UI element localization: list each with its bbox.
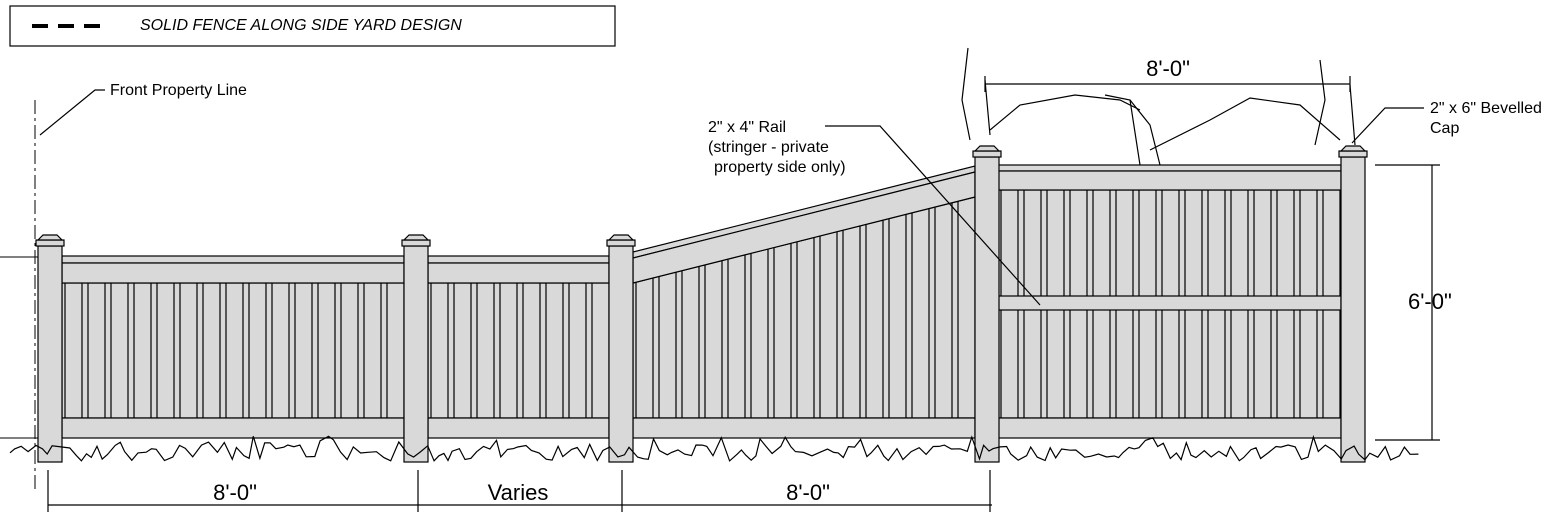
picket xyxy=(499,282,518,419)
picket xyxy=(568,282,587,419)
rail xyxy=(427,255,610,264)
legend-box xyxy=(9,5,616,47)
height-dimension xyxy=(1375,164,1440,441)
post xyxy=(974,156,1000,463)
picket xyxy=(202,282,221,419)
rail xyxy=(997,295,1342,311)
picket xyxy=(934,202,953,419)
post xyxy=(1340,156,1366,463)
rail xyxy=(61,255,405,264)
picket xyxy=(658,271,677,419)
picket xyxy=(133,282,152,419)
callout: Cap xyxy=(1430,120,1459,137)
picket xyxy=(294,282,313,419)
picket xyxy=(87,282,106,419)
picket xyxy=(796,236,815,419)
callout: 2" x 4" Rail xyxy=(708,119,786,136)
picket xyxy=(522,282,541,419)
callout: 2" x 6" Bevelled xyxy=(1430,100,1542,117)
picket xyxy=(64,282,83,419)
callout: (stringer - private xyxy=(708,139,829,156)
picket xyxy=(317,282,336,419)
picket xyxy=(225,282,244,419)
rail xyxy=(61,262,405,284)
picket xyxy=(476,282,495,419)
post-cap xyxy=(972,150,1002,158)
picket xyxy=(156,282,175,419)
leader xyxy=(1351,107,1424,144)
rail xyxy=(632,417,976,439)
picket xyxy=(248,282,267,419)
post-cap xyxy=(36,234,64,241)
fence xyxy=(0,145,1368,463)
picket xyxy=(591,282,610,419)
picket xyxy=(545,282,564,419)
post-cap xyxy=(1339,145,1367,152)
picket xyxy=(865,219,884,419)
leader xyxy=(825,125,1041,306)
dimension-label: 8'-0" xyxy=(786,480,830,505)
picket xyxy=(911,207,930,419)
leader xyxy=(39,89,105,136)
dimension-label: 8'-0" xyxy=(213,480,257,505)
picket xyxy=(386,282,405,419)
post-cap xyxy=(973,145,1001,152)
dimension-label: 8'-0" xyxy=(1146,56,1190,81)
picket xyxy=(842,225,861,419)
post-cap xyxy=(607,234,635,241)
picket xyxy=(727,254,746,419)
grass-line xyxy=(9,434,1419,462)
callout: property side only) xyxy=(714,159,846,176)
rail xyxy=(997,417,1342,439)
grass xyxy=(9,434,1419,462)
dimension-label: Varies xyxy=(488,480,549,505)
picket xyxy=(681,265,700,419)
picket xyxy=(363,282,382,419)
post-cap xyxy=(35,239,65,247)
picket xyxy=(340,282,359,419)
picket xyxy=(704,259,723,419)
picket xyxy=(271,282,290,419)
rail xyxy=(427,417,610,439)
rail xyxy=(997,164,1342,172)
rail xyxy=(61,417,405,439)
picket xyxy=(750,248,769,419)
callout: Front Property Line xyxy=(110,82,247,99)
picket xyxy=(179,282,198,419)
picket xyxy=(110,282,129,419)
picket xyxy=(819,230,838,419)
picket xyxy=(888,213,907,419)
post-cap xyxy=(402,234,430,241)
post xyxy=(403,245,429,463)
post xyxy=(608,245,634,463)
tree-outline xyxy=(961,47,1356,166)
rail xyxy=(997,170,1342,191)
post xyxy=(37,245,63,463)
rail xyxy=(427,262,610,284)
top-dimension xyxy=(984,76,1351,92)
dimension-label: 6'-0" xyxy=(1408,289,1452,314)
picket xyxy=(773,242,792,419)
post-cap xyxy=(401,239,431,247)
legend-label: SOLID FENCE ALONG SIDE YARD DESIGN xyxy=(140,17,462,34)
picket xyxy=(430,282,449,419)
post-cap xyxy=(1338,150,1368,158)
picket xyxy=(453,282,472,419)
picket xyxy=(635,277,654,419)
bottom-dimension xyxy=(47,470,992,512)
post-cap xyxy=(606,239,636,247)
